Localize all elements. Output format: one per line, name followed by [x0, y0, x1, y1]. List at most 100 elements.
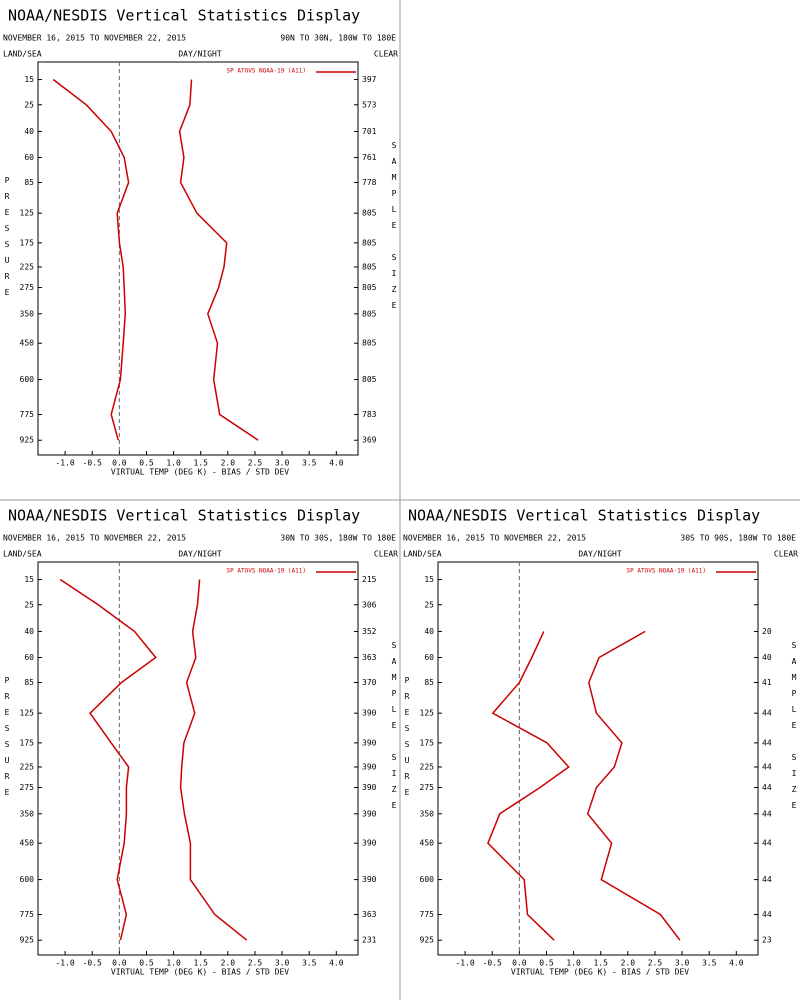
- sample-size: 20: [762, 627, 772, 636]
- land-sea-label: LAND/SEA: [3, 550, 42, 559]
- sample-size: 231: [362, 936, 377, 945]
- y-tick-label: 275: [420, 783, 435, 792]
- chart-title: NOAA/NESDIS Vertical Statistics Display: [408, 507, 760, 525]
- y-tick-label: 125: [20, 209, 35, 218]
- sample-size: 41: [762, 678, 772, 687]
- y-tick-label: 925: [20, 436, 35, 445]
- sample-size: 390: [362, 762, 377, 771]
- y2-axis-label: SAMPLE SIZE: [390, 141, 399, 317]
- sample-size: 761: [362, 153, 377, 162]
- y-tick-label: 15: [424, 575, 434, 584]
- y-tick-label: 775: [20, 410, 35, 419]
- sample-size: 390: [362, 738, 377, 747]
- panel: NOAA/NESDIS Vertical Statistics Display N…: [403, 507, 799, 977]
- y-tick-label: 925: [20, 936, 35, 945]
- y-tick-label: 175: [20, 238, 35, 247]
- x-tick-label: 0.5: [539, 959, 554, 968]
- date-range: NOVEMBER 16, 2015 TO NOVEMBER 22, 2015: [403, 534, 586, 543]
- sample-size: 363: [362, 653, 377, 662]
- y-tick-label: 600: [20, 375, 35, 384]
- sample-size: 23: [762, 936, 772, 945]
- region: 30S TO 90S, 180W TO 180E: [680, 534, 796, 543]
- sample-size: 805: [362, 309, 377, 318]
- sample-size: 369: [362, 436, 377, 445]
- y-tick-label: 85: [24, 678, 34, 687]
- y-tick-label: 450: [420, 839, 435, 848]
- x-tick-label: 3.5: [702, 959, 717, 968]
- std-dev-line: [178, 79, 259, 441]
- x-tick-label: -0.5: [83, 459, 102, 468]
- y-tick-label: 275: [20, 283, 35, 292]
- y-axis-label: PRESSURE: [3, 176, 12, 304]
- x-tick-label: 0.5: [139, 459, 154, 468]
- y-tick-label: 175: [20, 738, 35, 747]
- sample-size: 805: [362, 238, 377, 247]
- x-tick-label: -0.5: [83, 959, 102, 968]
- x-tick-label: 3.0: [275, 959, 290, 968]
- y-axis-label: PRESSURE: [3, 676, 12, 804]
- y-tick-label: 175: [420, 738, 435, 747]
- y-tick-label: 85: [424, 678, 434, 687]
- plot-frame: [37, 561, 359, 956]
- x-axis-label: VIRTUAL TEMP (DEG K) - BIAS / STD DEV: [111, 468, 289, 477]
- date-range: NOVEMBER 16, 2015 TO NOVEMBER 22, 2015: [3, 534, 186, 543]
- x-tick-label: 3.5: [302, 959, 317, 968]
- x-tick-label: 0.0: [512, 959, 527, 968]
- y-tick-label: 40: [24, 627, 34, 636]
- sample-size: 215: [362, 575, 377, 584]
- y-tick-label: 60: [424, 653, 434, 662]
- sample-size: 44: [762, 709, 772, 718]
- sample-size: 573: [362, 100, 377, 109]
- y-tick-label: 350: [420, 809, 435, 818]
- x-axis-label: VIRTUAL TEMP (DEG K) - BIAS / STD DEV: [511, 968, 689, 977]
- sample-size: 352: [362, 627, 377, 636]
- chart-title: NOAA/NESDIS Vertical Statistics Display: [8, 7, 360, 25]
- x-tick-label: 1.0: [566, 959, 581, 968]
- sample-size: 805: [362, 339, 377, 348]
- x-tick-label: -1.0: [455, 959, 474, 968]
- sample-size: 783: [362, 410, 377, 419]
- x-tick-label: 0.0: [112, 459, 127, 468]
- sample-size: 370: [362, 678, 377, 687]
- sample-size: 390: [362, 709, 377, 718]
- y-tick-label: 275: [20, 783, 35, 792]
- sample-size: 306: [362, 600, 377, 609]
- x-tick-label: 3.0: [675, 959, 690, 968]
- sample-size: 397: [362, 75, 377, 84]
- sample-size: 805: [362, 209, 377, 218]
- bias-line: [487, 631, 570, 941]
- y2-axis-label: SAMPLE SIZE: [390, 641, 399, 817]
- y-tick-label: 450: [20, 839, 35, 848]
- y-tick-label: 40: [424, 627, 434, 636]
- plot-frame: [437, 561, 759, 956]
- y-tick-label: 60: [24, 153, 34, 162]
- sample-size: 390: [362, 839, 377, 848]
- x-tick-label: -1.0: [55, 459, 74, 468]
- region: 90N TO 30N, 180W TO 180E: [280, 34, 396, 43]
- x-tick-label: 2.0: [221, 459, 236, 468]
- y-tick-label: 125: [20, 709, 35, 718]
- x-tick-label: 2.5: [248, 959, 263, 968]
- x-tick-label: 0.0: [112, 959, 127, 968]
- x-tick-label: 0.5: [139, 959, 154, 968]
- region: 30N TO 30S, 180W TO 180E: [280, 534, 396, 543]
- sample-size: 44: [762, 809, 772, 818]
- y-tick-label: 15: [24, 75, 34, 84]
- land-sea-label: LAND/SEA: [403, 550, 442, 559]
- x-tick-label: 1.5: [193, 459, 208, 468]
- y-tick-label: 25: [424, 600, 434, 609]
- bias-line: [52, 78, 130, 441]
- y-tick-label: 125: [420, 709, 435, 718]
- y2-axis-label: SAMPLE SIZE: [790, 641, 799, 817]
- sample-size: 805: [362, 283, 377, 292]
- x-tick-label: 4.0: [729, 959, 744, 968]
- y-tick-label: 925: [420, 936, 435, 945]
- y-tick-label: 350: [20, 809, 35, 818]
- y-tick-label: 600: [20, 875, 35, 884]
- clear-label: CLEAR: [374, 550, 398, 559]
- plot-frame: [37, 61, 359, 456]
- std-dev-line: [586, 630, 681, 941]
- sample-size: 778: [362, 178, 377, 187]
- y-tick-label: 15: [24, 575, 34, 584]
- sample-size: 701: [362, 127, 377, 136]
